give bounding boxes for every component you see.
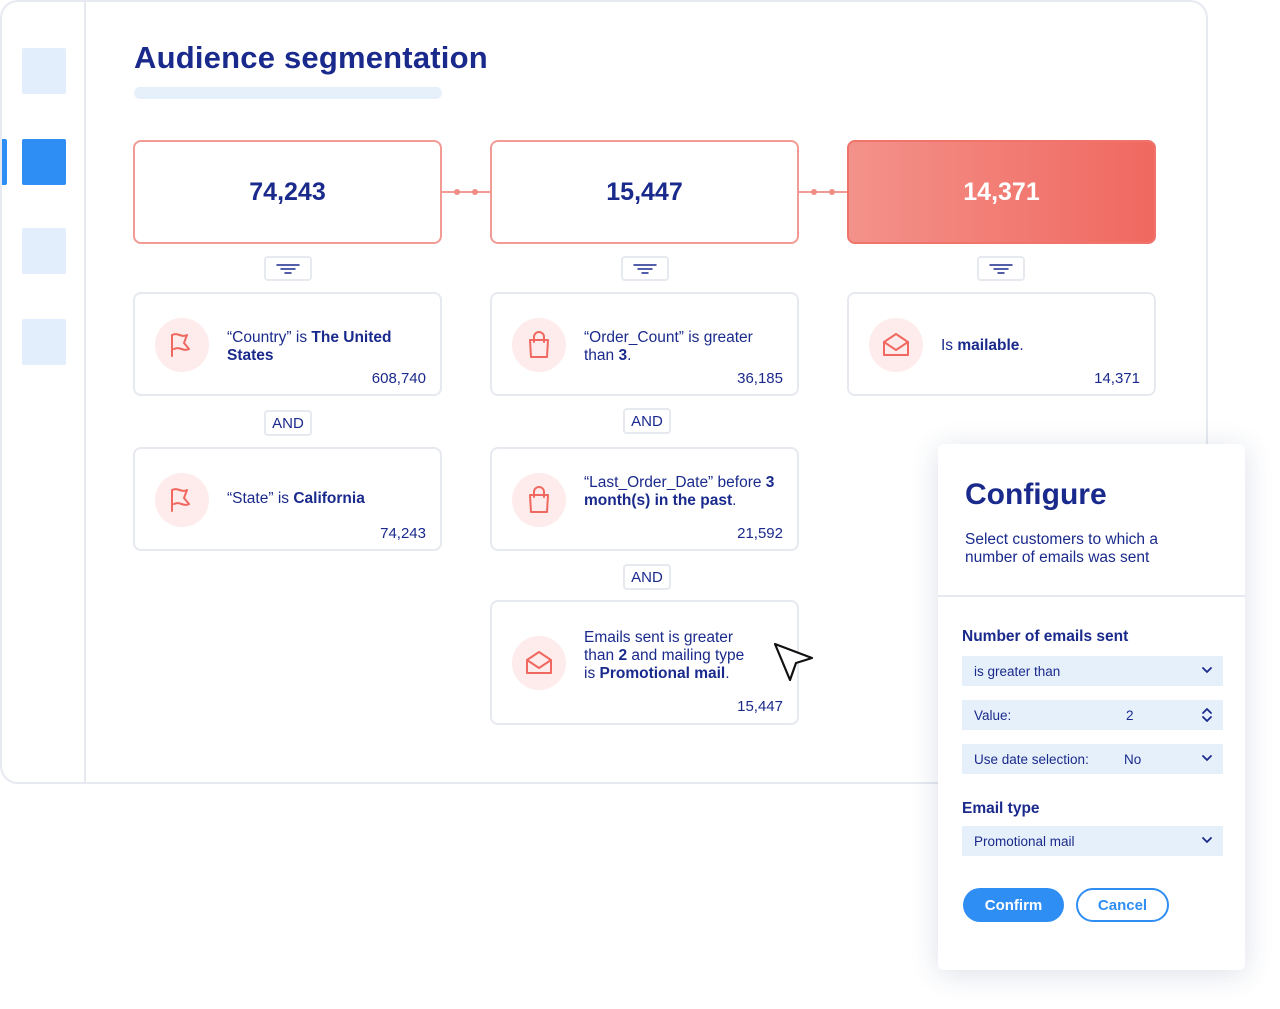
filter-button-3[interactable] (977, 256, 1025, 281)
title-underline (134, 87, 442, 99)
condition-text: “Country” is The United States (227, 329, 392, 364)
stepper-arrows-icon[interactable] (1201, 706, 1213, 724)
sidebar-item-4[interactable] (22, 319, 66, 365)
chevron-down-icon (1202, 755, 1212, 761)
page-title: Audience segmentation (134, 40, 488, 75)
shopping-bag-icon (512, 318, 566, 372)
condition-count: 74,243 (380, 525, 426, 542)
configure-panel: Configure Select customers to which a nu… (938, 444, 1245, 970)
sidebar-item-1[interactable] (22, 48, 66, 94)
condition-count: 15,447 (737, 698, 783, 715)
operator-select[interactable]: is greater than (962, 656, 1223, 686)
segment-connector-2 (799, 189, 849, 195)
value-stepper[interactable]: Value: 2 (962, 700, 1223, 730)
filter-icon (276, 263, 300, 274)
flag-icon (155, 318, 209, 372)
flag-icon (155, 473, 209, 527)
mouse-pointer-icon (773, 642, 814, 682)
condition-card-emails-sent[interactable]: Emails sent is greater than 2 and mailin… (490, 600, 799, 725)
and-badge: AND (623, 564, 671, 590)
condition-text: “State” is California (227, 490, 365, 507)
and-badge: AND (623, 408, 671, 434)
date-selection-select[interactable]: Use date selection: No (962, 744, 1223, 774)
chevron-down-icon (1202, 667, 1212, 673)
segment-count-box-1[interactable]: 74,243 (133, 140, 442, 244)
condition-text: “Last_Order_Date” before 3 month(s) in t… (584, 474, 775, 509)
sidebar-item-2[interactable] (22, 139, 66, 185)
configure-title: Configure (965, 478, 1107, 511)
cancel-button[interactable]: Cancel (1076, 888, 1169, 922)
chevron-down-icon (1202, 837, 1212, 843)
sidebar-item-3[interactable] (22, 228, 66, 274)
condition-card-state[interactable]: “State” is California 74,243 (133, 447, 442, 551)
email-type-value: Promotional mail (974, 833, 1075, 849)
envelope-open-icon (869, 318, 923, 372)
operator-select-value: is greater than (974, 663, 1061, 679)
condition-card-last-order-date[interactable]: “Last_Order_Date” before 3 month(s) in t… (490, 447, 799, 551)
date-selection-label: Use date selection: (974, 751, 1089, 767)
condition-card-mailable[interactable]: Is mailable. 14,371 (847, 292, 1156, 396)
value-label: Value: (974, 707, 1012, 723)
condition-text: “Order_Count” is greater than 3. (584, 329, 753, 364)
sidebar (2, 2, 86, 782)
value-input[interactable]: 2 (1126, 707, 1134, 723)
condition-count: 36,185 (737, 370, 783, 387)
filter-icon (989, 263, 1013, 274)
condition-card-order-count[interactable]: “Order_Count” is greater than 3. 36,185 (490, 292, 799, 396)
condition-count: 608,740 (371, 370, 426, 387)
and-badge: AND (264, 410, 312, 436)
shopping-bag-icon (512, 473, 566, 527)
date-selection-value: No (1124, 751, 1142, 767)
segment-count-box-2[interactable]: 15,447 (490, 140, 799, 244)
emails-sent-label: Number of emails sent (962, 628, 1129, 645)
condition-text: Is mailable. (941, 337, 1024, 354)
filter-button-2[interactable] (621, 256, 669, 281)
filter-icon (633, 263, 657, 274)
email-type-label: Email type (962, 800, 1040, 817)
condition-text: Emails sent is greater than 2 and mailin… (584, 629, 745, 682)
segment-connector-1 (442, 189, 492, 195)
sidebar-active-indicator (2, 139, 7, 185)
envelope-open-icon (512, 636, 566, 690)
segment-count-box-final[interactable]: 14,371 (847, 140, 1156, 244)
configure-description: Select customers to which a number of em… (965, 531, 1158, 566)
configure-divider (938, 595, 1245, 597)
email-type-select[interactable]: Promotional mail (962, 826, 1223, 856)
app-frame: Audience segmentation 74,243 15,447 14,3… (0, 0, 1208, 784)
condition-count: 21,592 (737, 525, 783, 542)
condition-card-country[interactable]: “Country” is The United States 608,740 (133, 292, 442, 396)
condition-count: 14,371 (1094, 370, 1140, 387)
confirm-button[interactable]: Confirm (963, 888, 1064, 922)
filter-button-1[interactable] (264, 256, 312, 281)
